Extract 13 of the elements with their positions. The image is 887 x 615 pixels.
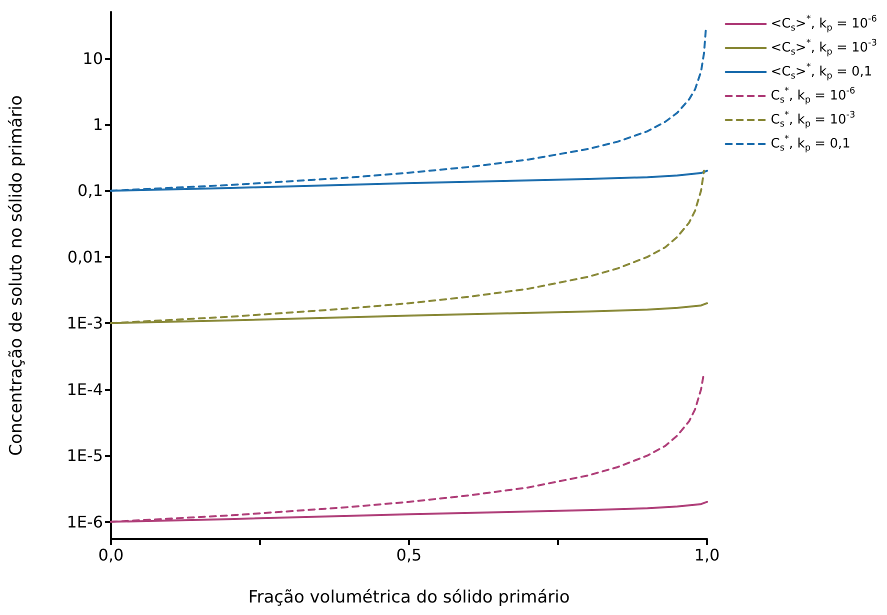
- y-tick-label: 10: [82, 48, 103, 68]
- y-tick-label: 1E-6: [66, 512, 103, 532]
- x-axis-title: Fração volumétrica do sólido primário: [248, 588, 570, 608]
- x-tick-label: 0,5: [396, 546, 422, 564]
- y-tick-label: 1: [92, 115, 103, 134]
- y-tick-label: 1E-5: [66, 446, 103, 466]
- y-tick-label: 0,1: [78, 181, 103, 200]
- x-tick-label: 0,0: [98, 546, 124, 564]
- y-tick-label: 0,01: [67, 247, 103, 266]
- y-axis-title: Concentração de soluto no sólido primário: [6, 95, 26, 456]
- y-tick-label: 1E-4: [66, 380, 103, 399]
- x-tick-label: 1,0: [694, 546, 720, 564]
- y-tick-label: 1E-3: [66, 314, 103, 333]
